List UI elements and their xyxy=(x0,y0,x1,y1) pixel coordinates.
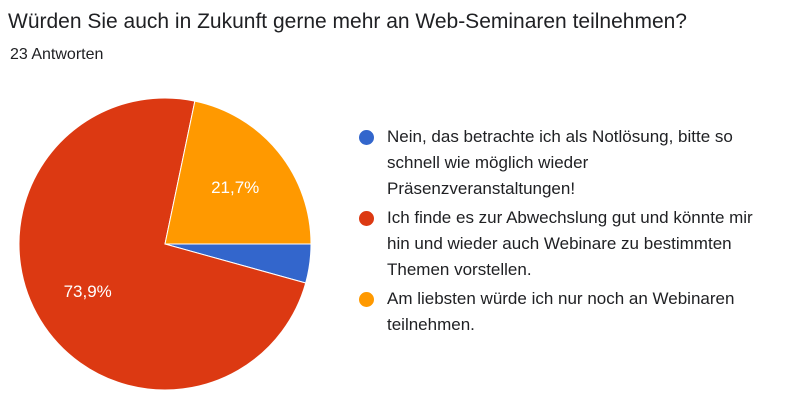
legend-item-nur-webinare[interactable]: Am liebsten würde ich nur noch an Webina… xyxy=(357,286,777,338)
slice-percent-label: 21,7% xyxy=(211,178,259,197)
pie-slice-labels: 73,9% 21,7% xyxy=(64,178,260,301)
legend-item-abwechslung[interactable]: Ich finde es zur Abwechslung gut und kön… xyxy=(357,205,777,283)
legend-item-notloesung[interactable]: Nein, das betrachte ich als Notlösung, b… xyxy=(357,124,777,202)
response-count: 23 Antworten xyxy=(10,46,104,63)
legend-swatch xyxy=(359,211,374,226)
pie-slices xyxy=(18,97,312,391)
legend-label: Nein, das betrachte ich als Notlösung, b… xyxy=(387,127,733,198)
legend-swatch xyxy=(359,130,374,145)
legend-label: Am liebsten würde ich nur noch an Webina… xyxy=(387,289,735,334)
slice-abwechslung[interactable] xyxy=(18,97,307,391)
slice-nur-webinare[interactable] xyxy=(164,100,312,245)
legend-label: Ich finde es zur Abwechslung gut und kön… xyxy=(387,208,753,279)
legend-swatch xyxy=(359,292,374,307)
chart-title: Würden Sie auch in Zukunft gerne mehr an… xyxy=(8,10,687,33)
chart-legend: Nein, das betrachte ich als Notlösung, b… xyxy=(357,124,777,341)
slice-percent-label: 73,9% xyxy=(64,282,112,301)
